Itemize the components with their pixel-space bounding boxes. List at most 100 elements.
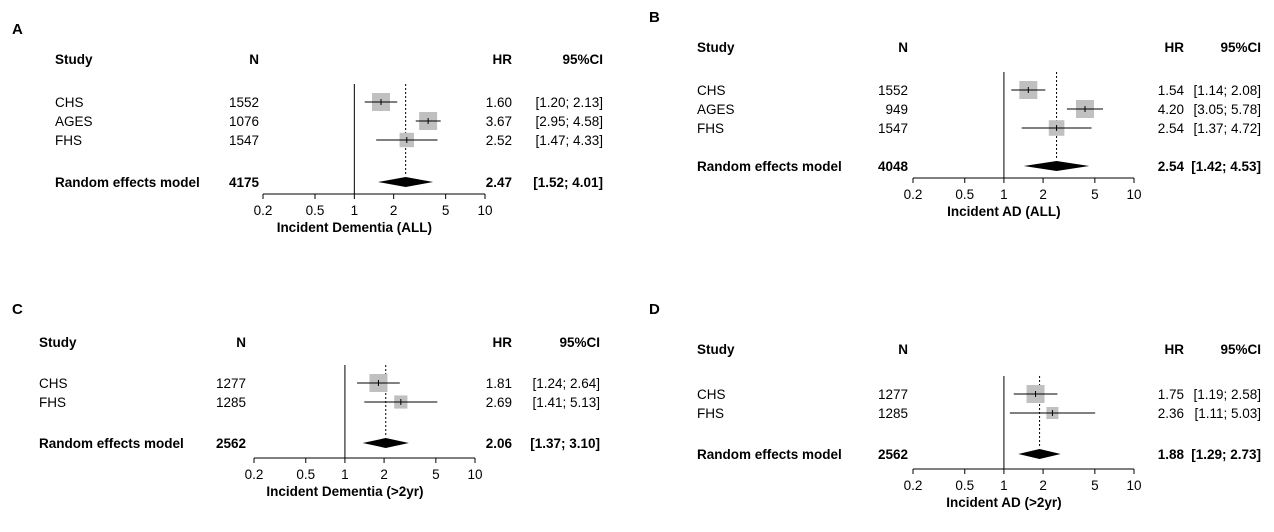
header-ci: 95%CI <box>559 335 600 350</box>
x-tick-label: 0.5 <box>306 203 325 218</box>
x-tick-label: 0.5 <box>955 187 974 202</box>
x-tick-label: 2 <box>380 467 388 482</box>
study-name: CHS <box>697 83 726 98</box>
forest-plot-a: A Study N HR 95%CI CHS 1552 1.60 [1.20; 2.13] AGE… <box>0 0 637 262</box>
study-name: FHS <box>697 406 724 421</box>
x-tick-label: 5 <box>1091 187 1099 202</box>
x-axis-label: Incident Dementia (ALL) <box>277 220 432 235</box>
study-hr-value: 1.75 <box>1158 387 1184 402</box>
study-hr-value: 1.60 <box>486 95 512 110</box>
panel-label: C <box>12 301 23 318</box>
study-name: CHS <box>39 376 68 391</box>
pooled-diamond <box>1018 449 1061 459</box>
header-ci: 95%CI <box>1220 342 1261 357</box>
forest-plot-svg: A Study N HR 95%CI CHS 1552 1.60 [1.20; 2.13] AGE… <box>12 21 603 235</box>
forest-plot-b: B Study N HR 95%CI CHS 1552 1.54 [1.14; 2.08] AGE… <box>637 0 1274 262</box>
x-tick-label: 2 <box>1039 478 1047 493</box>
x-tick-label: 1 <box>351 203 359 218</box>
panel-label: D <box>649 301 660 318</box>
study-name: FHS <box>697 121 724 136</box>
header-hr: HR <box>493 335 513 350</box>
pooled-hr-value: 1.88 <box>1158 447 1185 462</box>
study-name: AGES <box>55 114 93 129</box>
study-n: 1285 <box>216 395 246 410</box>
x-axis-label: Incident Dementia (>2yr) <box>266 484 423 499</box>
header-study: Study <box>55 52 93 67</box>
study-hr-value: 2.36 <box>1158 406 1184 421</box>
header-study: Study <box>39 335 77 350</box>
x-tick-label: 5 <box>432 467 440 482</box>
forest-plot-svg: D Study N HR 95%CI CHS 1277 1.75 [1.19; 2.58] FHS… <box>649 301 1261 510</box>
study-ci-value: [1.37; 4.72] <box>1193 121 1261 136</box>
x-tick-label: 10 <box>1126 478 1141 493</box>
study-ci-value: [3.05; 5.78] <box>1193 102 1261 117</box>
x-tick-label: 0.2 <box>254 203 273 218</box>
study-ci-value: [1.41; 5.13] <box>532 395 600 410</box>
pooled-diamond <box>1023 161 1090 171</box>
header-hr: HR <box>1165 342 1185 357</box>
study-n: 1277 <box>216 376 246 391</box>
header-study: Study <box>697 40 735 55</box>
x-tick-label: 1 <box>1000 478 1008 493</box>
study-ci-value: [1.24; 2.64] <box>532 376 600 391</box>
pooled-ci-value: [1.42; 4.53] <box>1191 159 1261 174</box>
header-n: N <box>898 40 908 55</box>
study-name: CHS <box>55 95 84 110</box>
study-ci-value: [1.20; 2.13] <box>535 95 603 110</box>
pooled-label: Random effects model <box>39 436 184 451</box>
header-n: N <box>249 52 259 67</box>
study-hr-value: 2.54 <box>1158 121 1185 136</box>
x-tick-label: 0.5 <box>296 467 315 482</box>
x-tick-label: 10 <box>477 203 492 218</box>
study-ci-value: [1.47; 4.33] <box>535 133 603 148</box>
forest-plot-d: D Study N HR 95%CI CHS 1277 1.75 [1.19; 2.58] FHS… <box>637 270 1274 532</box>
study-ci-value: [1.11; 5.03] <box>1194 406 1261 421</box>
header-ci: 95%CI <box>562 52 603 67</box>
study-hr-value: 2.52 <box>486 133 512 148</box>
panel-label: A <box>12 21 23 38</box>
x-tick-label: 0.2 <box>245 467 264 482</box>
study-n: 1277 <box>878 387 908 402</box>
x-tick-label: 1 <box>1000 187 1008 202</box>
study-name: CHS <box>697 387 726 402</box>
x-tick-label: 0.2 <box>904 187 923 202</box>
study-n: 949 <box>885 102 908 117</box>
pooled-label: Random effects model <box>697 447 842 462</box>
study-name: FHS <box>39 395 66 410</box>
pooled-hr-value: 2.54 <box>1158 159 1185 174</box>
pooled-diamond <box>378 177 434 187</box>
x-tick-label: 2 <box>390 203 398 218</box>
study-ci-value: [1.14; 2.08] <box>1193 83 1261 98</box>
study-hr-value: 2.69 <box>486 395 512 410</box>
pooled-ci-value: [1.37; 3.10] <box>530 436 600 451</box>
pooled-label: Random effects model <box>55 175 200 190</box>
x-tick-label: 1 <box>341 467 349 482</box>
pooled-label: Random effects model <box>697 159 842 174</box>
forest-plot-svg: B Study N HR 95%CI CHS 1552 1.54 [1.14; 2.08] AGE… <box>649 9 1261 219</box>
x-tick-label: 5 <box>1091 478 1099 493</box>
pooled-ci-value: [1.29; 2.73] <box>1191 447 1261 462</box>
x-tick-label: 0.5 <box>955 478 974 493</box>
forest-plot-c: C Study N HR 95%CI CHS 1277 1.81 [1.24; 2.64] FHS… <box>0 270 637 532</box>
panel-label: B <box>649 9 660 26</box>
header-study: Study <box>697 342 735 357</box>
study-name: AGES <box>697 102 735 117</box>
study-n: 1552 <box>229 95 259 110</box>
study-name: FHS <box>55 133 82 148</box>
header-n: N <box>898 342 908 357</box>
x-tick-label: 10 <box>467 467 482 482</box>
study-hr-value: 1.81 <box>486 376 512 391</box>
study-n: 1547 <box>229 133 259 148</box>
x-tick-label: 2 <box>1039 187 1047 202</box>
x-tick-label: 5 <box>442 203 450 218</box>
x-axis-label: Incident AD (ALL) <box>947 204 1060 219</box>
study-hr-value: 1.54 <box>1158 83 1185 98</box>
pooled-hr-value: 2.06 <box>486 436 513 451</box>
pooled-hr-value: 2.47 <box>486 175 512 190</box>
study-hr-value: 4.20 <box>1158 102 1184 117</box>
pooled-n: 4048 <box>878 159 909 174</box>
study-n: 1552 <box>878 83 908 98</box>
x-tick-label: 0.2 <box>904 478 923 493</box>
x-tick-label: 10 <box>1126 187 1141 202</box>
study-n: 1076 <box>229 114 259 129</box>
